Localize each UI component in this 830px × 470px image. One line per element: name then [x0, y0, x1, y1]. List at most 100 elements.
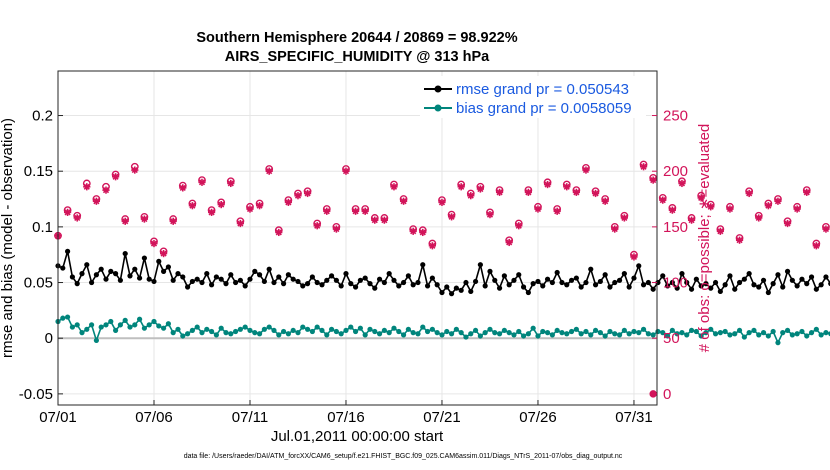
rmse-point [439, 289, 445, 296]
rmse-point [487, 268, 493, 274]
rmse-point [84, 262, 90, 268]
bias-point [84, 326, 90, 332]
obs-evaluated-point [179, 184, 187, 192]
bias-point [770, 328, 776, 335]
bias-point [727, 332, 733, 338]
bias-point [722, 328, 728, 335]
bias-point [780, 330, 786, 336]
bias-point [784, 327, 791, 334]
rmse-point [386, 271, 392, 277]
obs-evaluated-stroke [630, 253, 638, 261]
rmse-point [712, 279, 719, 286]
bias-point [732, 331, 738, 337]
obs-evaluated-point [735, 236, 744, 244]
rmse-point [156, 258, 162, 264]
obs-evaluated-point [764, 202, 772, 210]
bias-point [175, 326, 181, 332]
rmse-point [564, 282, 570, 288]
rmse-point [746, 271, 752, 277]
bias-point [367, 326, 373, 332]
y-left-tick-label: -0.05 [19, 386, 53, 403]
bias-point [616, 332, 623, 338]
obs-evaluated-point [371, 216, 379, 224]
rmse-point [660, 273, 666, 279]
rmse-point [525, 289, 531, 296]
obs-evaluated-stroke [141, 215, 148, 223]
obs-evaluated-stroke [755, 214, 762, 222]
bias-point [578, 331, 584, 337]
obs-evaluated-point [236, 219, 244, 228]
obs-evaluated-point [332, 225, 340, 233]
bias-point [597, 330, 603, 336]
bias-point [520, 333, 527, 339]
rmse-point [544, 276, 551, 282]
rmse-point [103, 276, 109, 282]
obs-evaluated-stroke [170, 218, 177, 225]
bias-point [372, 328, 378, 335]
rmse-point [184, 284, 191, 290]
rmse-point [74, 281, 80, 287]
y-left-tick-label: 0.2 [32, 108, 53, 125]
bias-point [391, 325, 397, 331]
rmse-point [472, 278, 479, 285]
rmse-point [112, 271, 119, 277]
rmse-point [348, 281, 354, 287]
bias-point [386, 330, 392, 336]
bias-point [405, 326, 411, 332]
rmse-point [295, 278, 301, 285]
bias-point [477, 333, 483, 339]
bias-point [468, 331, 474, 337]
rmse-point [151, 278, 157, 285]
obs-evaluated-stroke [131, 167, 138, 174]
obs-evaluated-point [255, 202, 264, 210]
bias-point [612, 331, 618, 337]
obs-evaluated-point [63, 208, 72, 216]
rmse-point [213, 274, 219, 280]
tick-layer: 07/01 07/06 07/11 07/16 07/21 07/26 07/31 -0.05… [19, 108, 688, 426]
bias-point [151, 318, 157, 325]
rmse-point [799, 276, 805, 282]
obs-evaluated-stroke [400, 198, 407, 205]
obs-evaluated-point [351, 207, 360, 215]
obs-evaluated-stroke [477, 185, 484, 193]
bias-point [348, 324, 354, 330]
obs-evaluated-stroke [659, 197, 666, 204]
bias-point [631, 328, 637, 335]
obs-evaluated-point [783, 219, 792, 228]
rmse-point [391, 277, 397, 283]
bias-point [309, 328, 315, 335]
rmse-point [108, 268, 114, 274]
rmse-point [252, 268, 258, 274]
chart-subtitle: AIRS_SPECIFIC_HUMIDITY @ 313 hPa [225, 49, 490, 65]
obs-evaluated-stroke [534, 205, 542, 213]
obs-evaluated-stroke [784, 220, 791, 227]
obs-evaluated-point [543, 180, 552, 189]
bias-point [420, 324, 426, 330]
rmse-point [333, 277, 339, 283]
obs-evaluated-stroke [237, 220, 244, 227]
rmse-point [703, 281, 709, 287]
rmse-point [708, 285, 714, 291]
obs-evaluated-stroke [179, 184, 186, 191]
rmse-point [300, 283, 306, 289]
y-left-tick-label: 0.15 [24, 163, 53, 180]
rmse-point [223, 281, 229, 287]
bias-point [444, 328, 450, 335]
obs-evaluated-stroke [726, 205, 734, 213]
y-right-tick-label: 250 [663, 108, 688, 125]
obs-evaluated-stroke [736, 237, 743, 244]
bias-point [664, 333, 671, 339]
bias-point [271, 327, 277, 334]
bias-point [621, 327, 627, 334]
obs-evaluated-point [678, 179, 686, 188]
obs-evaluated-stroke [218, 201, 225, 208]
obs-evaluated-stroke [717, 228, 724, 235]
bias-point [194, 324, 200, 330]
obs-evaluated-point [313, 222, 321, 230]
obs-evaluated-stroke [74, 214, 81, 222]
rmse-point [276, 274, 282, 280]
rmse-point [285, 272, 291, 278]
bias-point [352, 328, 359, 335]
bias-point [492, 330, 498, 336]
obs-evaluated-stroke [813, 242, 820, 249]
